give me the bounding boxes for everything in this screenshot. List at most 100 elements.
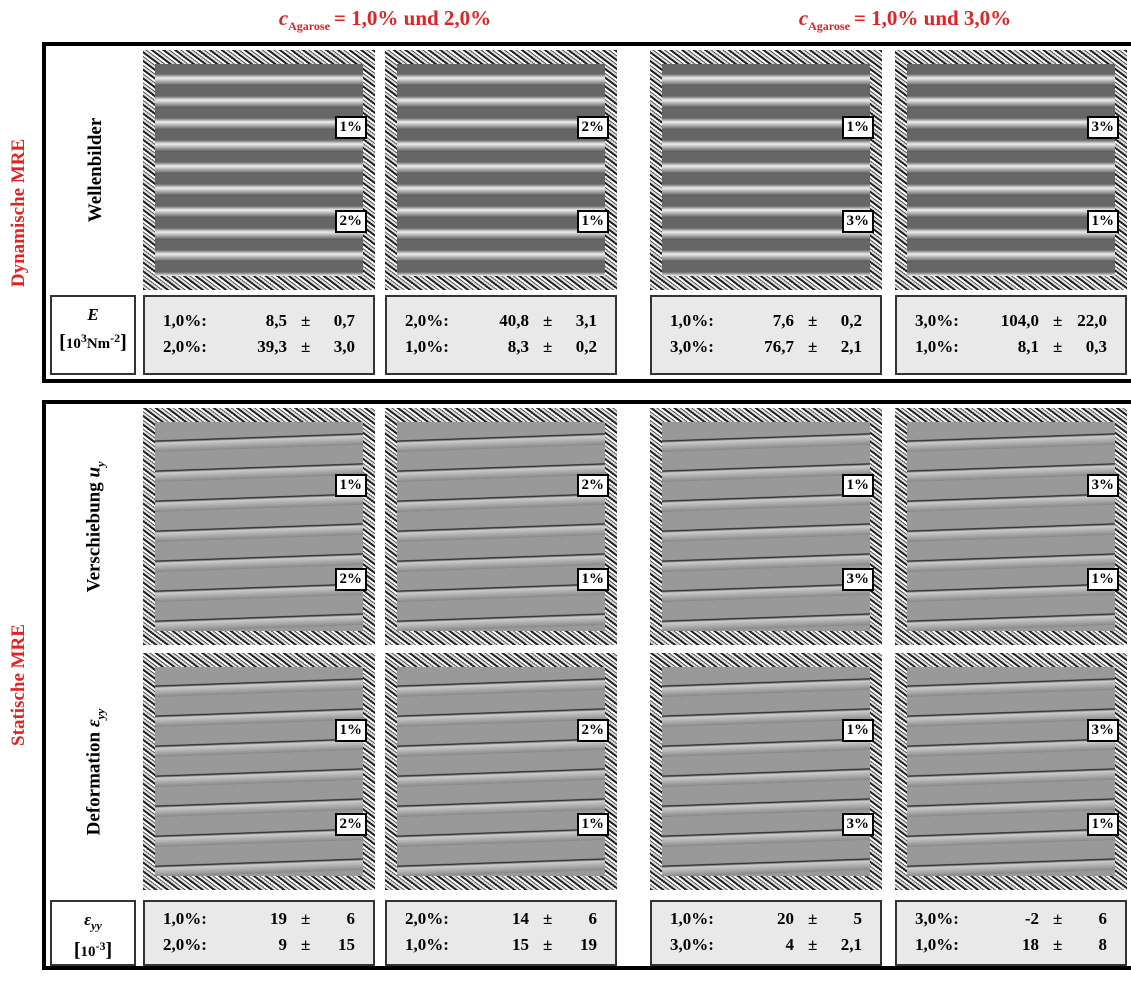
header-text: = 1,0% und 3,0%: [854, 6, 1011, 30]
plus-minus: ±: [808, 337, 817, 357]
mean: 20: [777, 909, 794, 929]
image-panel: 2%1%: [385, 50, 617, 290]
image-panel: 1% 3%: [650, 408, 882, 645]
plus-minus: ±: [808, 935, 817, 955]
plus-minus: ±: [1053, 311, 1062, 331]
subscript: Agarose: [288, 19, 330, 33]
error: 0,2: [841, 311, 862, 331]
image-content: [662, 64, 870, 276]
row-label: Verschiebung uy: [84, 461, 109, 592]
page: cAgarose= 1,0% und 2,0%cAgarose= 1,0% un…: [0, 0, 1131, 981]
mean: -2: [1025, 909, 1039, 929]
image-panel: 3%1%: [895, 653, 1127, 890]
plus-minus: ±: [1053, 337, 1062, 357]
image-content: [907, 64, 1115, 276]
row-label-text: Wellenbilder: [85, 118, 106, 223]
mean: 104,0: [1001, 311, 1039, 331]
subscript: yy: [93, 708, 107, 719]
error: 19: [580, 935, 597, 955]
column-header: cAgarose= 1,0% und 2,0%: [279, 6, 491, 34]
error: 3,1: [576, 311, 597, 331]
row-label-text: Verschiebung: [84, 477, 105, 592]
panel-label: 1%: [1087, 210, 1120, 233]
image-content: [662, 667, 870, 876]
value-label-box: E[103Nm-2]: [50, 295, 136, 375]
mean: 19: [270, 909, 287, 929]
unit-close: ]: [120, 331, 127, 353]
panel-label: 3%: [842, 568, 875, 591]
unit-name-exp: -2: [110, 331, 120, 345]
image-panel: 3% 1%: [895, 50, 1127, 290]
unit-open: [: [74, 939, 81, 961]
panel-label: 1%: [335, 474, 368, 497]
plus-minus: ±: [1053, 909, 1062, 929]
unit-open: [: [59, 331, 66, 353]
plus-minus: ±: [543, 337, 552, 357]
symbol: c: [799, 6, 808, 30]
row-label: Deformation εyy: [84, 708, 109, 835]
error: 15: [338, 935, 355, 955]
concentration: 1,0%:: [163, 311, 207, 331]
concentration: 3,0%:: [670, 337, 714, 357]
concentration: 1,0%:: [405, 935, 449, 955]
image-content: [907, 667, 1115, 876]
panel-label: 2%: [335, 210, 368, 233]
concentration: 3,0%:: [915, 311, 959, 331]
symbol: ε: [84, 719, 105, 727]
concentration: 3,0%:: [670, 935, 714, 955]
error: 3,0: [334, 337, 355, 357]
symbol: c: [279, 6, 288, 30]
mean: 7,6: [773, 311, 794, 331]
value-label-box: εyy[10-3]: [50, 900, 136, 966]
panel-label: 1%: [842, 474, 875, 497]
panel-label: 2%: [577, 719, 610, 742]
unit-name: Nm: [87, 336, 110, 352]
value-symbol: εyy: [52, 910, 134, 933]
panel-label: 3%: [1087, 719, 1120, 742]
image-content: [397, 667, 605, 876]
error: 6: [589, 909, 598, 929]
value-box: 2,0%:40,8±3,11,0%:8,3±0,2: [385, 295, 617, 375]
error: 2,1: [841, 935, 862, 955]
panel-label: 3%: [842, 813, 875, 836]
mean: 14: [512, 909, 529, 929]
concentration: 2,0%:: [163, 935, 207, 955]
image-content: [907, 422, 1115, 631]
unit-base: 10: [81, 944, 96, 960]
section-title: Statische MRE: [8, 624, 30, 746]
error: 2,1: [841, 337, 862, 357]
mean: 4: [786, 935, 795, 955]
mean: 18: [1022, 935, 1039, 955]
mean: 8,1: [1018, 337, 1039, 357]
image-panel: 1% 2%: [143, 408, 375, 645]
row-label-text: Deformation: [84, 727, 105, 835]
concentration: 1,0%:: [915, 935, 959, 955]
subscript: y: [93, 461, 107, 466]
concentration: 3,0%:: [915, 909, 959, 929]
plus-minus: ±: [301, 909, 310, 929]
panel-label: 2%: [335, 813, 368, 836]
plus-minus: ±: [543, 311, 552, 331]
subscript: Agarose: [808, 19, 850, 33]
concentration: 1,0%:: [163, 909, 207, 929]
concentration: 2,0%:: [405, 909, 449, 929]
section-title: Dynamische MRE: [8, 138, 30, 286]
panel-label: 2%: [335, 568, 368, 591]
panel-label: 3%: [1087, 116, 1120, 139]
panel-label: 2%: [577, 474, 610, 497]
symbol: E: [87, 305, 98, 324]
panel-label: 1%: [577, 210, 610, 233]
row-label: Wellenbilder: [85, 118, 107, 223]
error: 22,0: [1077, 311, 1107, 331]
error: 5: [854, 909, 863, 929]
panel-label: 1%: [577, 568, 610, 591]
image-panel: 1%2%: [143, 653, 375, 890]
mean: 76,7: [764, 337, 794, 357]
image-content: [662, 422, 870, 631]
value-box: 1,0%:8,5±0,72,0%:39,3±3,0: [143, 295, 375, 375]
concentration: 1,0%:: [405, 337, 449, 357]
mean: 9: [279, 935, 288, 955]
error: 6: [1099, 909, 1108, 929]
